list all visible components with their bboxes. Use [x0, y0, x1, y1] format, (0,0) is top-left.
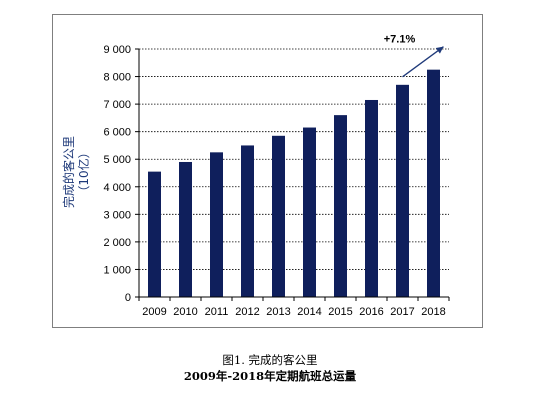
- caption-subtitle: 2009年-2018年定期航班总运量: [183, 369, 357, 383]
- y-axis-unit-label: （10亿）: [76, 146, 91, 197]
- y-tick-label: 1 000: [103, 264, 131, 276]
- y-tick-label: 4 000: [103, 182, 131, 194]
- x-tick-label: 2015: [328, 306, 352, 318]
- y-tick-label: 0: [125, 292, 131, 304]
- bar-2010: [179, 161, 192, 297]
- x-tick-label: 2011: [205, 306, 229, 318]
- y-tick-label: 3 000: [103, 209, 131, 221]
- bar-2014: [303, 127, 316, 298]
- x-axis-ticks: 2009 2010 2011 2012 2013 2014 2015 2016 2017 2018: [138, 297, 450, 318]
- bar-2012: [241, 145, 254, 297]
- y-tick-label: 2 000: [103, 237, 131, 249]
- x-tick-label: 2009: [142, 306, 166, 318]
- bar-2015: [334, 115, 347, 297]
- y-tick-label: 8 000: [103, 72, 131, 84]
- figure-caption: 图1. 完成的客公里 2009年-2018年定期航班总运量: [0, 352, 540, 384]
- y-tick-label: 9 000: [103, 44, 131, 56]
- x-tick-label: 2014: [297, 306, 321, 318]
- bar-2011: [210, 152, 223, 297]
- arrow-head-icon: [435, 46, 444, 54]
- y-tick-label: 7 000: [103, 99, 131, 111]
- y-tick-label: 5 000: [103, 154, 131, 166]
- x-tick-label: 2018: [421, 306, 445, 318]
- y-axis-label: 完成的客公里: [61, 136, 76, 208]
- bar-2017: [396, 84, 409, 297]
- bar-2013: [272, 135, 285, 297]
- growth-arrow-icon: [402, 46, 444, 78]
- growth-annotation: +7.1%: [384, 34, 444, 78]
- bar-chart: 0 1 000 2 000 3 000 4 000 5 000 6 000 7 000 8 00…: [61, 34, 450, 318]
- x-tick-label: 2013: [266, 306, 290, 318]
- x-tick-label: 2017: [390, 306, 414, 318]
- caption-title: 图1. 完成的客公里: [222, 353, 318, 367]
- bar-2009: [148, 171, 161, 297]
- growth-label: +7.1%: [384, 34, 416, 46]
- bar-2016: [365, 99, 378, 297]
- y-tick-label: 6 000: [103, 127, 131, 139]
- x-tick-label: 2012: [235, 306, 259, 318]
- chart-frame: 0 1 000 2 000 3 000 4 000 5 000 6 000 7 000 8 00…: [52, 14, 483, 328]
- y-axis-ticks: 0 1 000 2 000 3 000 4 000 5 000 6 000 7 000 8 00…: [103, 44, 139, 304]
- bars: [148, 69, 440, 298]
- x-tick-label: 2016: [359, 306, 383, 318]
- x-tick-label: 2010: [173, 306, 197, 318]
- bar-2018: [427, 69, 440, 297]
